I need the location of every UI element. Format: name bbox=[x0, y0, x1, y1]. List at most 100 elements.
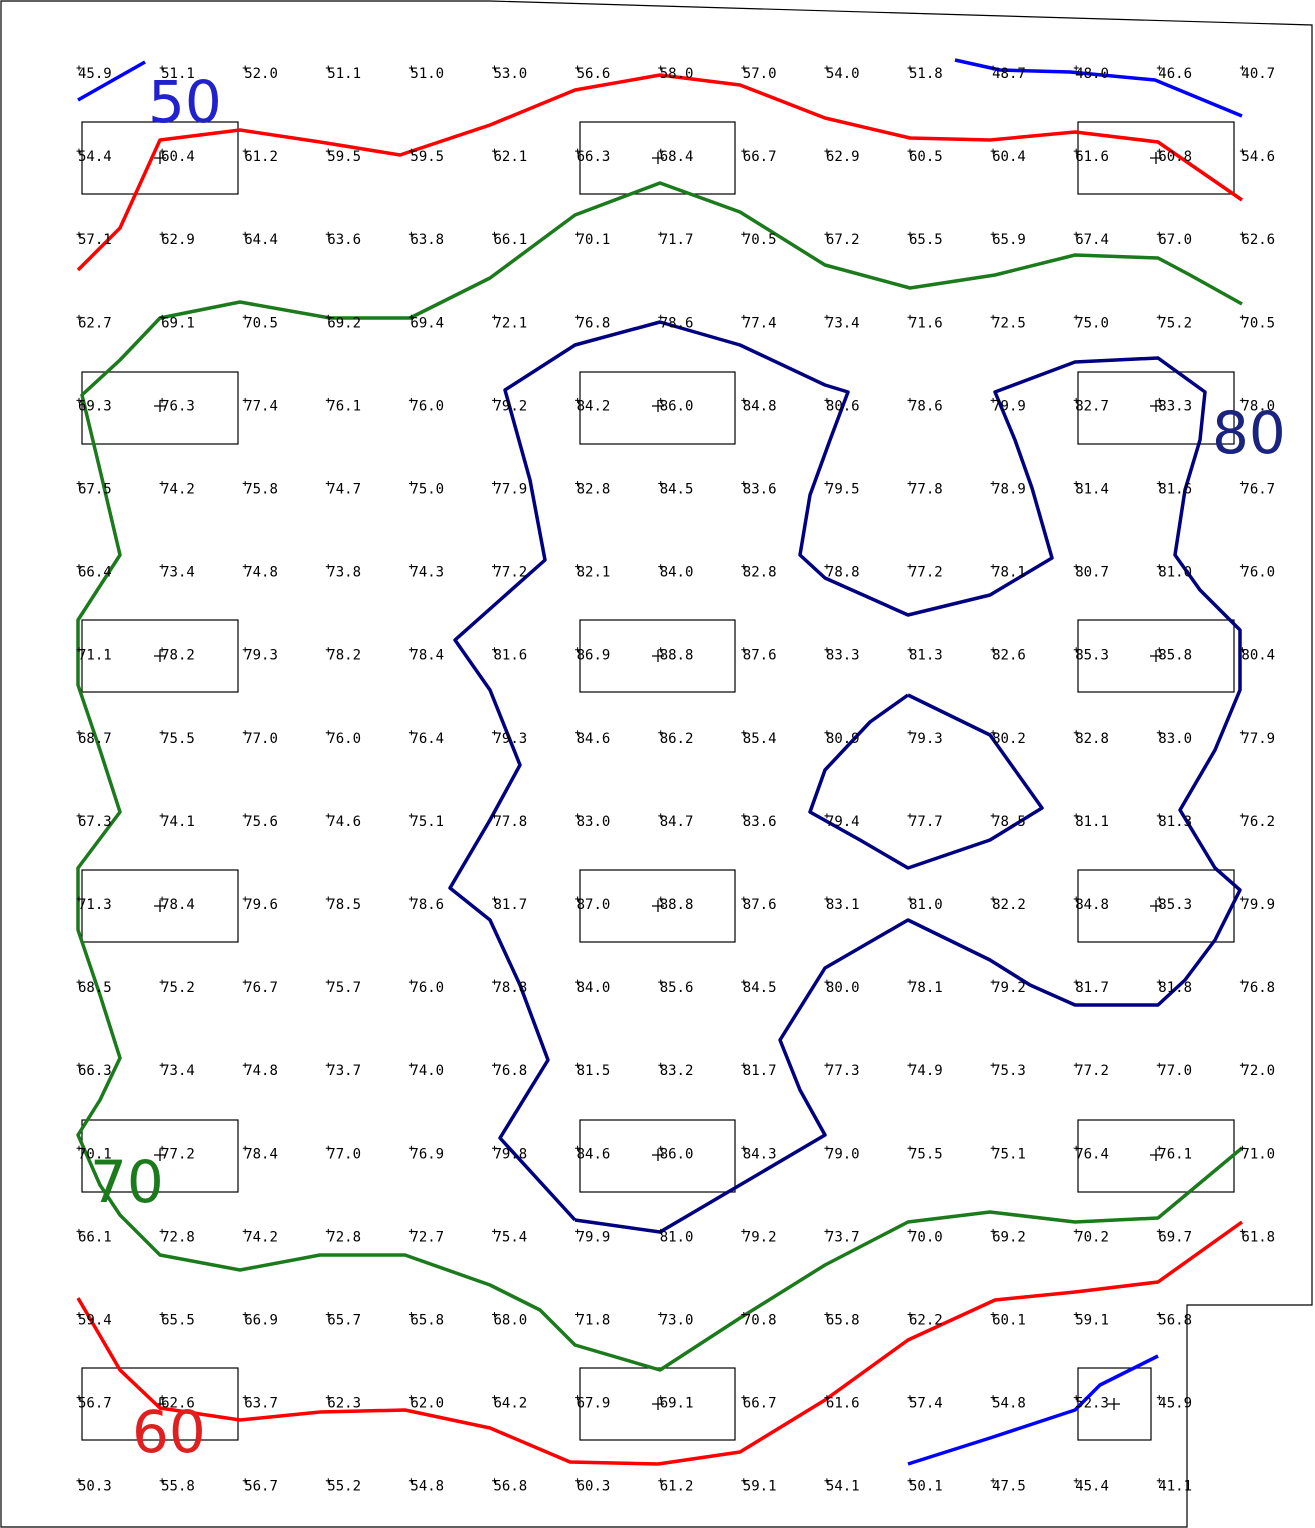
measurement-point: 77.8 bbox=[492, 813, 527, 830]
luminaire bbox=[81, 619, 239, 693]
measurement-marker bbox=[76, 647, 82, 653]
measurement-marker bbox=[408, 647, 414, 653]
measurement-marker bbox=[1073, 979, 1079, 985]
measurement-point: 76.0 bbox=[408, 397, 444, 414]
measurement-marker bbox=[575, 813, 581, 819]
measurement-marker bbox=[658, 813, 664, 819]
measurement-marker bbox=[907, 1228, 913, 1234]
measurement-point: 81.6 bbox=[1156, 481, 1192, 498]
measurement-value: 70.5 bbox=[1241, 315, 1275, 331]
measurement-point: 73.8 bbox=[325, 564, 361, 581]
measurement-value: 74.7 bbox=[327, 482, 361, 498]
measurement-value: 57.1 bbox=[78, 232, 112, 248]
measurement-value: 63.7 bbox=[244, 1396, 278, 1412]
measurement-value: 77.7 bbox=[909, 814, 943, 830]
measurement-value: 79.2 bbox=[992, 980, 1026, 996]
measurement-value: 72.5 bbox=[992, 315, 1026, 331]
measurement-marker bbox=[1073, 1062, 1079, 1068]
measurement-marker bbox=[1156, 647, 1162, 653]
measurement-value: 81.1 bbox=[1075, 814, 1109, 830]
measurement-marker bbox=[408, 979, 414, 985]
contour-60 bbox=[76, 73, 1244, 1466]
contour-label-60: 60 bbox=[132, 1398, 206, 1466]
measurement-point: 81.8 bbox=[1156, 979, 1192, 996]
measurement-marker bbox=[658, 1062, 664, 1068]
measurement-point: 74.6 bbox=[325, 813, 361, 830]
measurement-marker bbox=[741, 647, 747, 653]
measurement-point: 85.3 bbox=[1156, 896, 1192, 913]
measurement-value: 59.1 bbox=[1075, 1313, 1109, 1329]
measurement-point: 69.2 bbox=[325, 314, 361, 331]
measurement-point: 79.5 bbox=[824, 481, 860, 498]
measurement-value: 85.4 bbox=[743, 731, 777, 747]
measurement-point: 83.2 bbox=[658, 1062, 694, 1079]
measurement-marker bbox=[1156, 314, 1162, 320]
measurement-marker bbox=[325, 1062, 331, 1068]
measurement-value: 77.9 bbox=[494, 482, 528, 498]
measurement-value: 50.1 bbox=[909, 1479, 943, 1495]
luminaire bbox=[1077, 1367, 1152, 1441]
measurement-point: 76.1 bbox=[1156, 1145, 1192, 1162]
measurement-marker bbox=[1239, 813, 1245, 819]
measurement-value: 75.5 bbox=[161, 731, 195, 747]
measurement-value: 69.1 bbox=[161, 315, 195, 331]
measurement-marker bbox=[741, 314, 747, 320]
measurement-point: 77.3 bbox=[824, 1062, 860, 1079]
measurement-point: 62.6 bbox=[1239, 231, 1275, 248]
contour-label-80: 80 bbox=[1212, 399, 1286, 467]
contour-line-50 bbox=[77, 60, 146, 102]
measurement-value: 68.7 bbox=[78, 731, 112, 747]
measurement-point: 76.0 bbox=[408, 979, 444, 996]
measurement-point: 86.0 bbox=[658, 397, 693, 414]
measurement-point: 84.0 bbox=[575, 979, 611, 996]
measurement-value: 56.7 bbox=[78, 1396, 112, 1412]
measurement-point: 61.2 bbox=[658, 1478, 693, 1495]
measurement-marker bbox=[325, 1228, 331, 1234]
measurement-marker bbox=[492, 1312, 497, 1317]
measurement-value: 51.1 bbox=[161, 66, 195, 82]
measurement-value: 78.6 bbox=[410, 897, 444, 913]
measurement-point: 69.3 bbox=[76, 397, 112, 414]
measurement-value: 83.3 bbox=[826, 648, 860, 664]
measurement-value: 84.5 bbox=[743, 980, 777, 996]
measurement-marker bbox=[907, 1312, 913, 1317]
measurement-value: 80.6 bbox=[826, 398, 860, 414]
measurement-marker bbox=[408, 1062, 414, 1068]
measurement-marker bbox=[1239, 1228, 1245, 1234]
measurement-value: 79.0 bbox=[826, 1146, 860, 1162]
measurement-value: 53.0 bbox=[494, 66, 528, 82]
measurement-marker bbox=[408, 896, 414, 902]
measurement-marker bbox=[1239, 1145, 1245, 1151]
measurement-value: 79.2 bbox=[494, 398, 528, 414]
measurement-point: 60.1 bbox=[990, 1312, 1026, 1329]
measurement-marker bbox=[741, 481, 747, 486]
measurement-value: 74.0 bbox=[410, 1063, 444, 1079]
measurement-marker bbox=[824, 647, 830, 653]
contour-label-50: 50 bbox=[148, 68, 222, 136]
measurement-point: 60.3 bbox=[575, 1478, 610, 1495]
measurement-marker bbox=[492, 979, 497, 985]
measurement-marker bbox=[907, 1478, 913, 1484]
measurement-value: 84.0 bbox=[577, 980, 611, 996]
measurement-point: 75.6 bbox=[242, 813, 278, 830]
measurement-marker bbox=[658, 647, 664, 653]
measurement-point: 68.5 bbox=[76, 979, 112, 996]
measurement-point: 85.6 bbox=[658, 979, 693, 996]
luminaire bbox=[1077, 371, 1235, 445]
measurement-marker bbox=[76, 564, 82, 570]
measurement-value: 62.0 bbox=[410, 1396, 444, 1412]
measurement-value: 84.5 bbox=[660, 482, 694, 498]
measurement-point: 84.8 bbox=[741, 397, 777, 414]
measurement-value: 82.8 bbox=[577, 482, 611, 498]
measurement-marker bbox=[907, 1062, 913, 1068]
measurement-value: 72.0 bbox=[1241, 1063, 1275, 1079]
contour-line-50 bbox=[907, 1354, 1159, 1466]
measurement-marker bbox=[824, 730, 830, 736]
measurement-point: 67.0 bbox=[1156, 231, 1192, 248]
measurement-value: 62.6 bbox=[161, 1396, 195, 1412]
measurement-value: 78.6 bbox=[660, 315, 694, 331]
measurement-value: 83.2 bbox=[660, 1063, 694, 1079]
measurement-point: 73.0 bbox=[658, 1312, 693, 1329]
measurement-value: 61.2 bbox=[660, 1479, 694, 1495]
measurement-marker bbox=[990, 1395, 996, 1401]
